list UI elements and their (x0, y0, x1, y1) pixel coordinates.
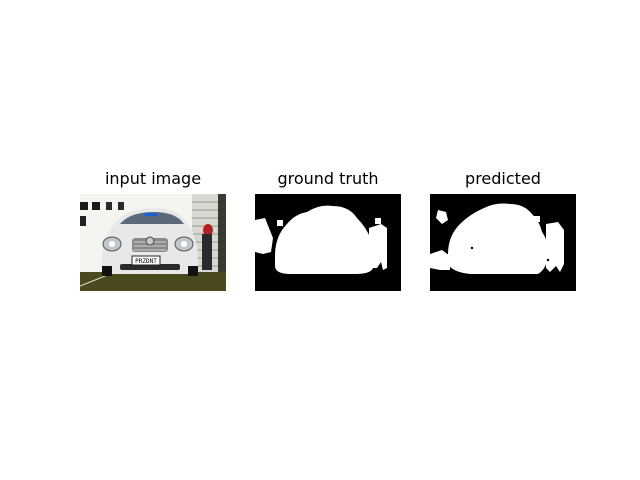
car-photo: PRZDNT (80, 194, 226, 291)
predicted-title: predicted (465, 169, 541, 188)
predicted-panel (430, 194, 576, 291)
input-image-title: input image (104, 169, 202, 188)
input-image-panel: PRZDNT (80, 194, 226, 291)
license-plate-text: PRZDNT (135, 258, 157, 265)
predicted-mask (430, 194, 576, 291)
ground-truth-title: ground truth (277, 169, 379, 188)
ground-truth-mask (255, 194, 401, 291)
ground-truth-panel (255, 194, 401, 291)
